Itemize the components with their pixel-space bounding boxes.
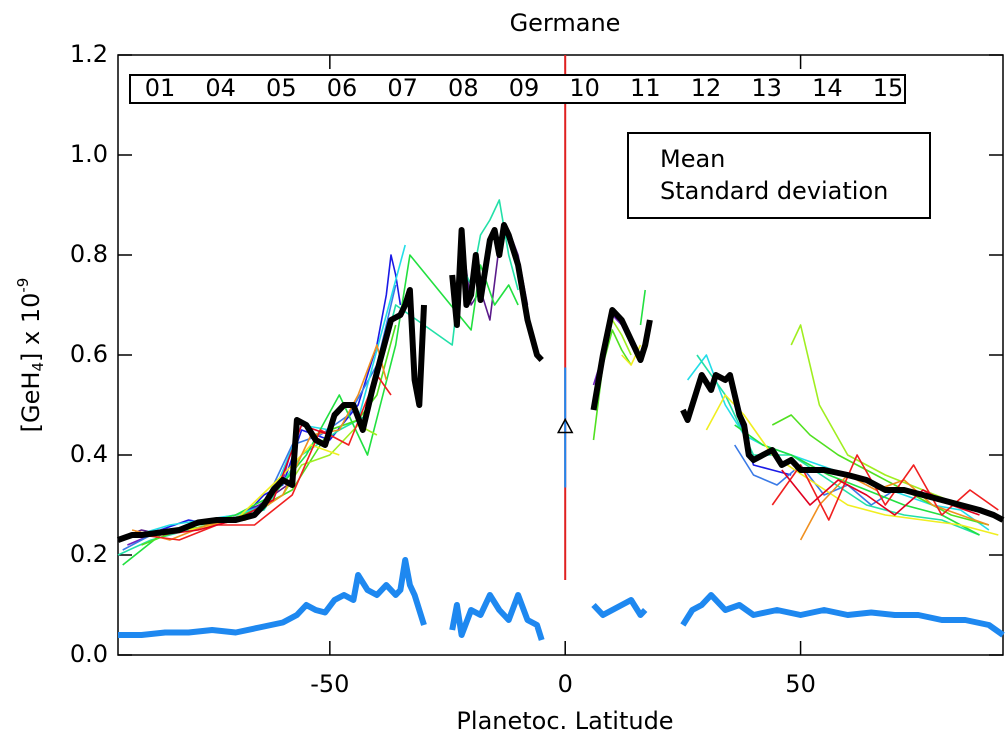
y-label-part: ] x 10 xyxy=(17,293,45,362)
y-tick-label: 0.8 xyxy=(70,240,108,268)
orbit-legend-label: 01 xyxy=(145,74,176,102)
y-axis-label: [GeH4] x 10-9 xyxy=(14,278,47,433)
x-tick-label: 0 xyxy=(558,670,573,698)
orbit-line xyxy=(150,319,999,536)
orbit-line xyxy=(141,374,999,541)
legend-box xyxy=(627,132,931,219)
x-tick-label: 50 xyxy=(785,670,816,698)
orbit-legend-label: 13 xyxy=(751,74,782,102)
legend-label: Mean xyxy=(660,145,725,173)
y-tick-label: 0.0 xyxy=(70,640,108,668)
orbit-legend-box xyxy=(129,74,906,104)
x-tick-label: -50 xyxy=(310,670,349,698)
y-tick-label: 1.2 xyxy=(70,40,108,68)
legend-label: Standard deviation xyxy=(660,177,888,205)
y-tick-label: 0.2 xyxy=(70,540,108,568)
y-tick-label: 0.6 xyxy=(70,340,108,368)
x-axis-label: Planetoc. Latitude xyxy=(456,707,673,735)
orbit-line xyxy=(131,344,990,541)
plot-area xyxy=(116,54,1005,656)
orbit-legend-label: 14 xyxy=(812,74,843,102)
chart-title: Germane xyxy=(510,9,621,37)
y-label-sub: 4 xyxy=(29,362,47,372)
orbit-legend-label: 05 xyxy=(266,74,297,102)
y-label-sup: -9 xyxy=(14,278,32,293)
y-label-part: [GeH xyxy=(17,372,45,433)
orbit-legend-label: 07 xyxy=(387,74,418,102)
orbit-legend-label: 04 xyxy=(205,74,236,102)
orbit-line xyxy=(117,199,980,556)
orbit-legend-label: 06 xyxy=(327,74,358,102)
series-line xyxy=(118,557,1005,641)
orbit-legend-label: 11 xyxy=(630,74,661,102)
orbit-line xyxy=(122,284,896,551)
orbit-legend-label: 09 xyxy=(509,74,540,102)
orbit-legend-label: 10 xyxy=(569,74,600,102)
y-tick-label: 0.4 xyxy=(70,440,108,468)
series-line xyxy=(116,222,1005,543)
marker xyxy=(556,417,574,434)
orbit-legend-label: 15 xyxy=(873,74,904,102)
orbit-legend-label: 08 xyxy=(448,74,479,102)
orbit-line xyxy=(188,344,999,536)
y-tick-label: 1.0 xyxy=(70,140,108,168)
legend: 01 04 05 06 07 08 09 10 11 12 13 14 15 Mean Standard d… xyxy=(145,74,904,205)
orbit-legend-label: 12 xyxy=(691,74,722,102)
